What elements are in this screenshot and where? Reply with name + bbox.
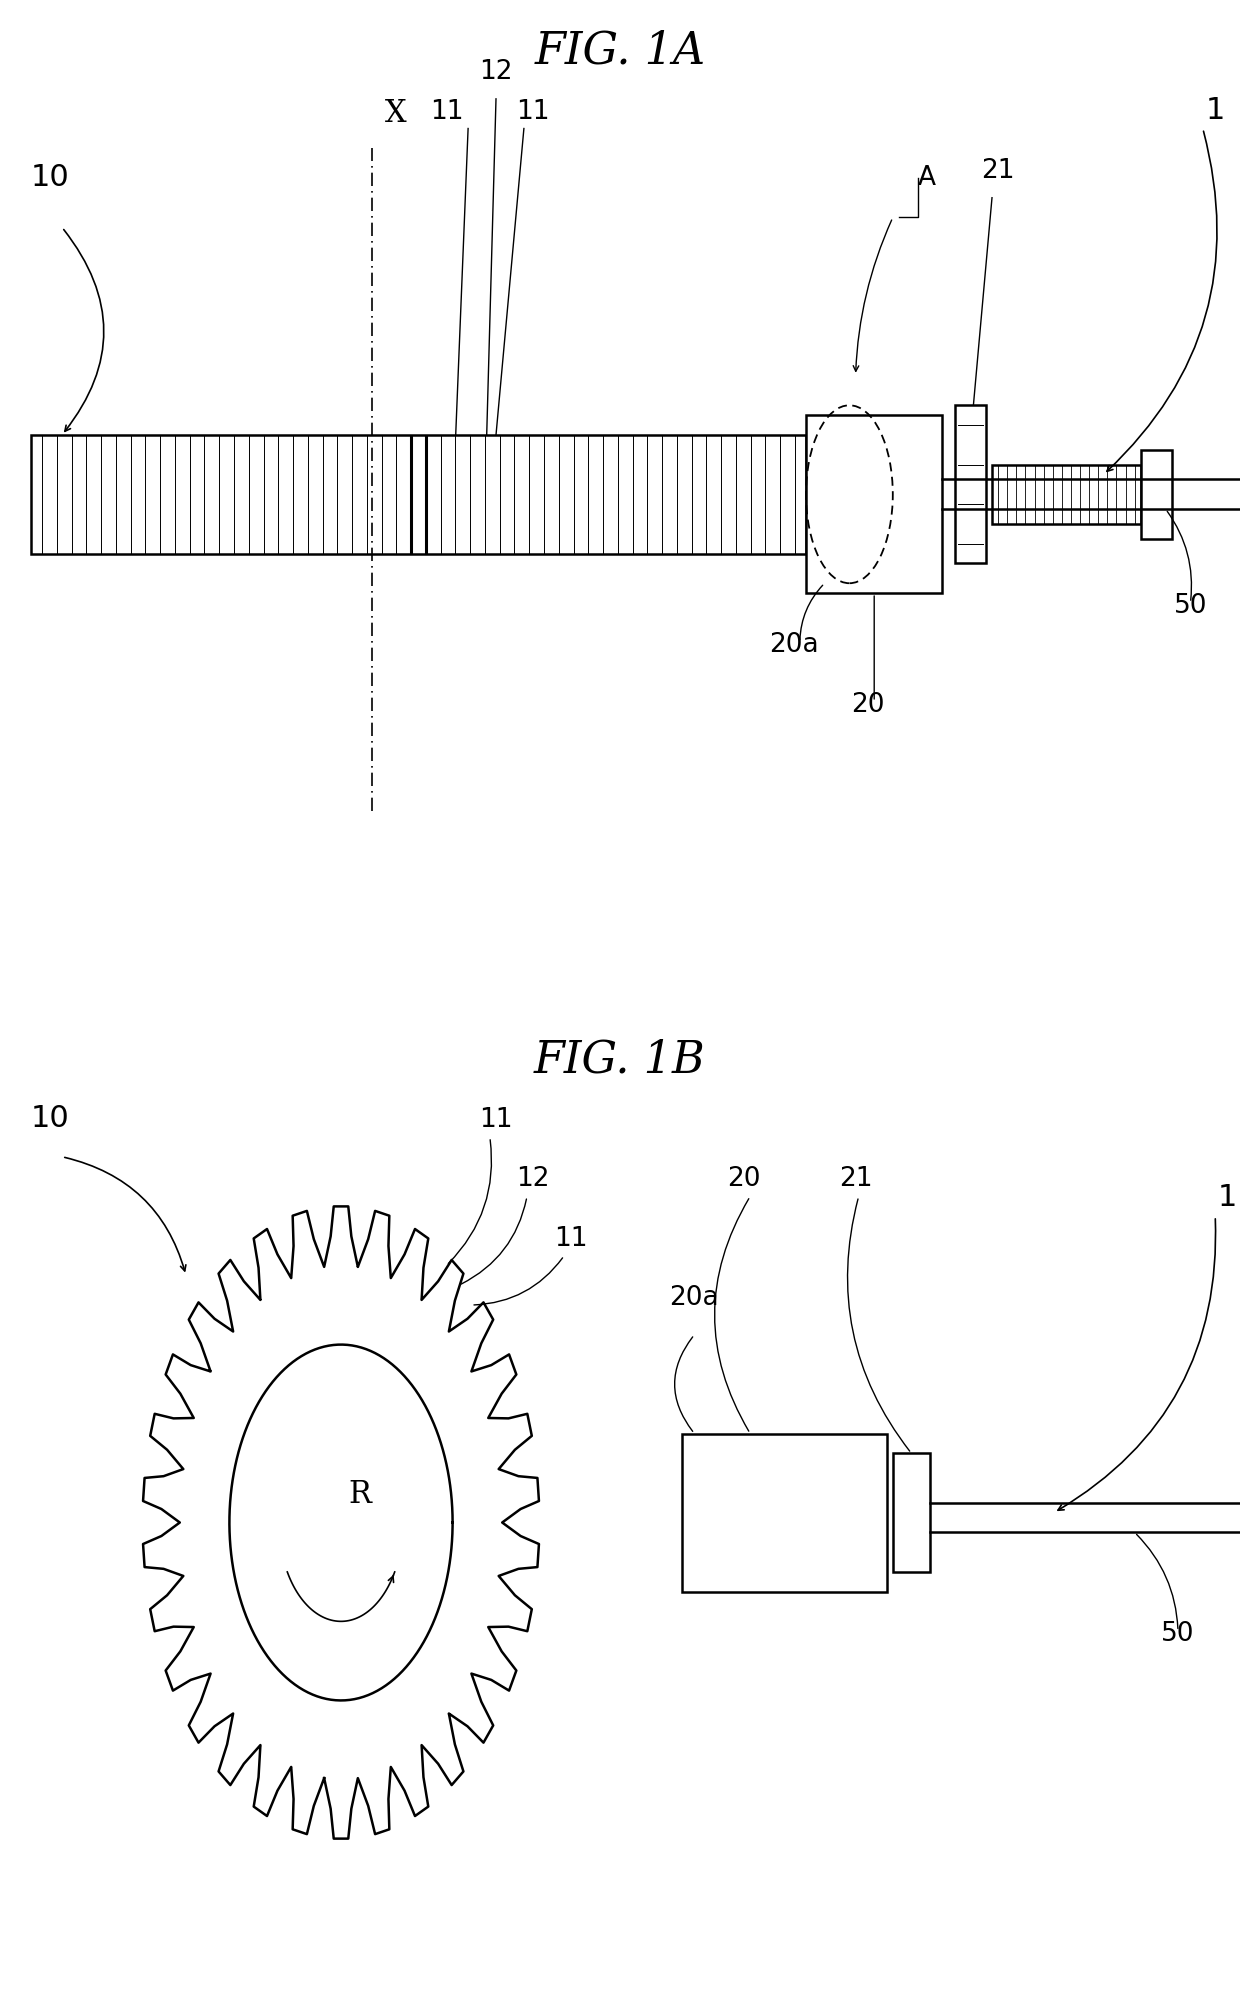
Text: 10: 10 <box>30 164 69 192</box>
Text: FIG. 1A: FIG. 1A <box>534 30 706 72</box>
Bar <box>893 1454 930 1572</box>
Text: 12: 12 <box>479 60 513 86</box>
Text: 11: 11 <box>429 98 464 124</box>
Text: 50: 50 <box>1173 593 1208 619</box>
Bar <box>955 405 986 563</box>
Text: 50: 50 <box>1161 1622 1195 1648</box>
Text: FIG. 1B: FIG. 1B <box>534 1038 706 1080</box>
Text: 20a: 20a <box>769 633 818 659</box>
Text: 1: 1 <box>1218 1182 1238 1212</box>
Text: 1: 1 <box>1205 96 1225 124</box>
Text: 11: 11 <box>479 1106 513 1132</box>
Bar <box>992 465 1141 523</box>
Text: 21: 21 <box>981 158 1016 184</box>
Text: 11: 11 <box>553 1226 588 1252</box>
Text: 21: 21 <box>838 1166 873 1192</box>
Text: 20a: 20a <box>670 1284 719 1312</box>
Text: 20: 20 <box>851 691 885 717</box>
Text: 12: 12 <box>516 1166 551 1192</box>
Text: 11: 11 <box>516 98 551 124</box>
Bar <box>31 435 806 553</box>
Text: 10: 10 <box>30 1104 69 1132</box>
Text: R: R <box>348 1478 371 1510</box>
Bar <box>682 1434 887 1592</box>
Bar <box>1141 449 1172 539</box>
Text: A: A <box>918 166 936 192</box>
Bar <box>806 415 942 593</box>
Text: X: X <box>384 98 405 128</box>
Text: 20: 20 <box>727 1166 761 1192</box>
